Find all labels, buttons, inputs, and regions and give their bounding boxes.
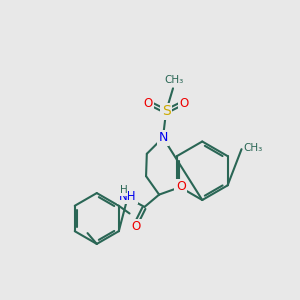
Text: CH₃: CH₃	[164, 75, 183, 85]
Text: NH: NH	[119, 190, 136, 203]
Text: O: O	[144, 97, 153, 110]
Text: O: O	[176, 180, 186, 194]
Text: CH₃: CH₃	[244, 143, 263, 153]
Text: H: H	[120, 185, 128, 195]
Text: O: O	[179, 97, 188, 110]
Text: N: N	[158, 131, 168, 144]
Text: O: O	[131, 220, 141, 233]
Text: S: S	[162, 104, 170, 118]
